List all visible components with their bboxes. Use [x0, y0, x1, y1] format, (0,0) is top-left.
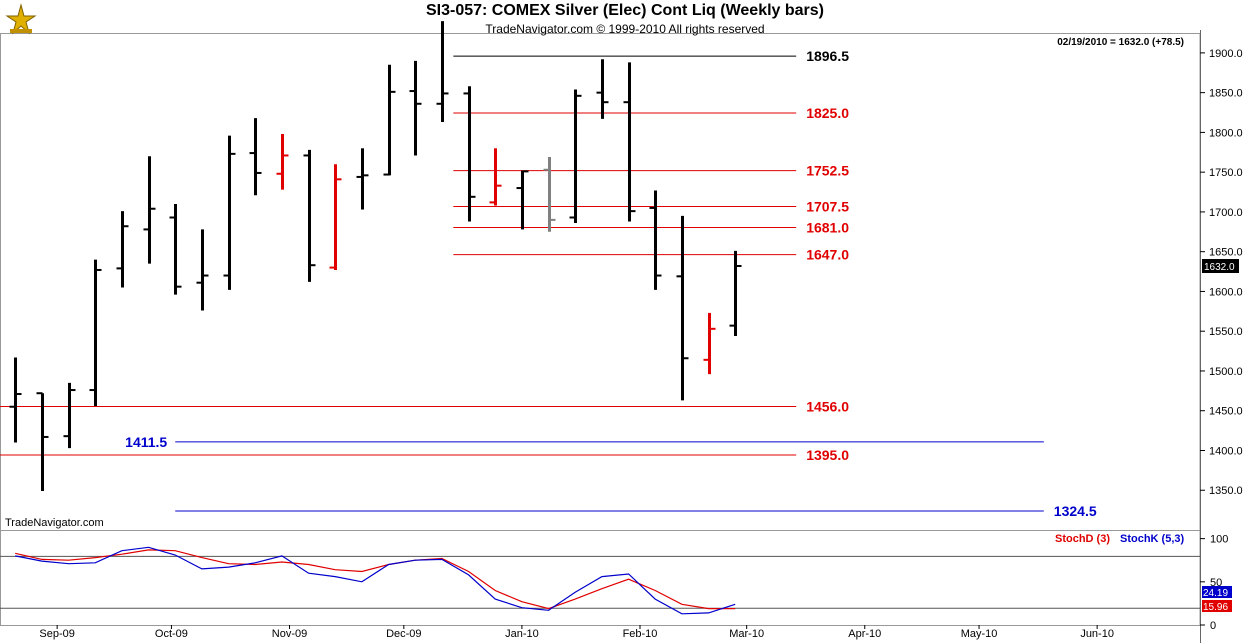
level-label: 1896.5 [806, 48, 849, 64]
last-price-marker [1202, 258, 1239, 273]
x-tick-label: Nov-09 [272, 628, 307, 640]
level-label: 1647.0 [806, 247, 849, 263]
ohlc-bar [649, 190, 662, 290]
ohlc-bar [196, 229, 209, 311]
stoch-value-box [1202, 600, 1232, 612]
x-tick-label: May-10 [961, 628, 998, 640]
ohlc-bar [676, 215, 689, 401]
stoch-value-box [1202, 586, 1232, 598]
x-tick-label: Oct-09 [155, 628, 188, 640]
y-tick-label: 1700.0 [1209, 207, 1243, 219]
stoch-y-tick-label: 100 [1210, 534, 1228, 546]
stoch-d-line [15, 549, 736, 610]
y-tick-label: 1900.0 [1209, 48, 1243, 60]
trade-navigator-logo-icon [5, 3, 37, 35]
ohlc-bar [383, 64, 396, 176]
legend-stoch-d: StochD (3) [1055, 533, 1110, 545]
ohlc-bar [543, 157, 556, 232]
ohlc-bar [169, 203, 182, 295]
x-tick-label: Jun-10 [1080, 628, 1114, 640]
ohlc-bar [436, 21, 449, 123]
x-tick-label: Dec-09 [386, 628, 421, 640]
level-label: 1395.0 [806, 447, 849, 463]
y-tick-label: 1450.0 [1209, 406, 1243, 418]
ohlc-bar [223, 135, 236, 290]
level-label: 1825.0 [806, 105, 849, 121]
last-price-status: 02/19/2010 = 1632.0 (+78.5) [1057, 37, 1184, 48]
x-tick-label: Mar-10 [729, 628, 764, 640]
ohlc-bar [249, 118, 262, 196]
watermark: TradeNavigator.com [5, 517, 104, 529]
ohlc-bar [596, 59, 609, 119]
ohlc-bar [489, 148, 502, 206]
x-tick-label: Sep-09 [39, 628, 74, 640]
ohlc-bar [463, 86, 476, 222]
y-tick-label: 1550.0 [1209, 326, 1243, 338]
y-tick-label: 1600.0 [1209, 286, 1243, 298]
ohlc-bar [623, 62, 636, 222]
ohlc-bar [9, 357, 22, 443]
y-tick-label: 1500.0 [1209, 366, 1243, 378]
stoch-y-tick-label: 50 [1210, 577, 1222, 589]
legend-stoch-k: StochK (5,3) [1120, 533, 1185, 545]
ohlc-bar [89, 259, 102, 406]
stoch-k-line [15, 546, 736, 615]
ohlc-bar [729, 250, 742, 336]
x-tick-label: Feb-10 [623, 628, 658, 640]
x-tick-label: Apr-10 [848, 628, 881, 640]
x-tick-label: Jan-10 [505, 628, 539, 640]
stoch-value-label: 24.19 [1203, 588, 1228, 599]
ohlc-bar [116, 211, 129, 288]
stoch-value-label: 15.96 [1203, 602, 1228, 613]
y-tick-label: 1750.0 [1209, 167, 1243, 179]
ohlc-bar [516, 170, 529, 230]
y-tick-label: 1850.0 [1209, 88, 1243, 100]
price-panel-border [0, 33, 1201, 531]
level-label: 1752.5 [806, 163, 849, 179]
y-tick-label: 1400.0 [1209, 445, 1243, 457]
level-label: 1411.5 [125, 434, 167, 450]
ohlc-bar [569, 89, 582, 224]
level-label: 1681.0 [806, 220, 849, 236]
ohlc-bar [143, 156, 156, 264]
y-tick-label: 1800.0 [1209, 127, 1243, 139]
ohlc-bar [703, 312, 716, 375]
last-price-label: 1632.0 [1204, 262, 1235, 273]
ohlc-bar [329, 164, 342, 270]
ohlc-bar [356, 148, 369, 210]
ohlc-bar [36, 392, 49, 492]
ohlc-bar [63, 382, 76, 449]
ohlc-bar [409, 60, 422, 156]
level-label: 1456.0 [806, 398, 849, 414]
level-label: 1324.5 [1054, 503, 1097, 519]
level-label: 1707.5 [806, 198, 849, 214]
ohlc-bar [303, 149, 316, 282]
chart-title: SI3-057: COMEX Silver (Elec) Cont Liq (W… [425, 2, 825, 19]
y-tick-label: 1350.0 [1209, 485, 1243, 497]
stoch-y-tick-label: 0 [1210, 620, 1216, 632]
ohlc-bar [276, 133, 289, 190]
copyright-notice: TradeNavigator.com © 1999-2010 All right… [485, 22, 765, 36]
y-tick-label: 1650.0 [1209, 247, 1243, 259]
